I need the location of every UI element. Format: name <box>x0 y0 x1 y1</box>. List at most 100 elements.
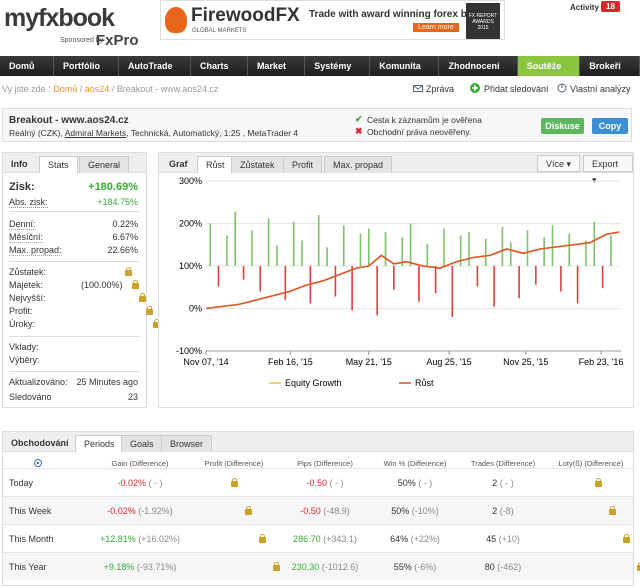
action-link[interactable]: Zpráva <box>426 84 455 94</box>
tab[interactable]: Goals <box>121 435 163 452</box>
nav-item[interactable]: Zhodnocení ▼ <box>439 56 518 91</box>
cell: 55% (-6%) <box>365 562 465 572</box>
sponsor-brand[interactable]: FxPro <box>96 32 139 49</box>
details: Reálný (CZK), <box>9 128 63 138</box>
breadcrumb-link[interactable]: aos24 <box>84 84 110 94</box>
lock-icon <box>637 562 640 571</box>
cell-value: 45 <box>486 534 497 544</box>
nav-item[interactable]: Charts ▼ <box>191 56 248 91</box>
tab[interactable]: Růst <box>197 156 234 173</box>
nav-item[interactable]: Market ▼ <box>248 56 306 91</box>
banner[interactable]: FirewoodFX GLOBAL MARKETS Trade with awa… <box>160 0 505 40</box>
lock-icon <box>623 534 630 543</box>
tab[interactable]: Zůstatek <box>231 156 284 173</box>
logo[interactable]: myfxbook <box>4 4 115 32</box>
bar <box>209 223 211 266</box>
cell-diff: (-462) <box>497 562 522 572</box>
bar <box>251 230 253 266</box>
nav-item[interactable]: Brokeři ▼ <box>580 56 640 91</box>
activity[interactable]: Activity <box>570 3 599 12</box>
cell-diff: (+16.02%) <box>138 534 181 544</box>
lock-icon <box>139 293 146 302</box>
tab[interactable]: Info <box>11 159 28 169</box>
tab[interactable]: General <box>79 156 130 173</box>
info-icon[interactable] <box>34 459 42 467</box>
legend-label: Růst <box>415 378 434 388</box>
cell-diff: ( - ) <box>418 478 433 488</box>
tab-bar: Obchodování Periods Goals Browser <box>3 432 633 452</box>
action-link[interactable]: Přidat sledování <box>484 84 549 94</box>
bar <box>292 221 295 266</box>
discuss-button[interactable]: Diskuse <box>541 118 584 134</box>
nav-item[interactable]: Portfólio ▼ <box>54 56 119 91</box>
cell-diff: (-6%) <box>414 562 437 572</box>
lock-icon <box>146 306 153 315</box>
check-icon: ✔ <box>355 114 363 124</box>
stats-panel: Info Stats General Zisk: +180.69% Abs. zis… <box>2 152 174 408</box>
lock-icon <box>245 506 252 515</box>
bar <box>476 266 479 287</box>
bar <box>393 266 395 290</box>
info-value: 25 Minutes ago <box>76 377 138 387</box>
nav-item[interactable]: AutoTrade ▼ <box>119 56 192 91</box>
bar <box>468 232 470 266</box>
stat-label: Úroky: <box>9 319 36 329</box>
sponsor: Sponsored by <box>60 37 104 44</box>
bar <box>234 211 237 266</box>
tab[interactable]: Stats <box>39 156 78 173</box>
nav-item[interactable]: Systémy ▼ <box>305 56 371 91</box>
bar <box>276 245 278 266</box>
nav-item[interactable]: Domů ▼ <box>0 56 55 91</box>
lock-icon <box>132 280 139 289</box>
cell-diff: (-93.71%) <box>136 562 177 572</box>
dropdown[interactable]: Export ▾ <box>583 155 633 185</box>
details: , Technická, Automatický, 1:25 , MetaTra… <box>126 128 299 138</box>
cell-diff: (-10%) <box>411 506 439 516</box>
tab[interactable]: Graf <box>169 159 188 169</box>
mail-icon <box>413 85 423 92</box>
nav-item[interactable]: Komunita ▼ <box>370 56 440 91</box>
activity-badge[interactable]: 18 <box>601 1 620 12</box>
cell-value: 80 <box>484 562 495 572</box>
tab[interactable]: Max. propad <box>324 156 393 173</box>
cell: 50% (-10%) <box>365 506 465 516</box>
breadcrumb-link[interactable]: Domů <box>53 84 78 94</box>
tab[interactable]: Periods <box>75 435 124 452</box>
banner-cta[interactable]: Learn more <box>413 23 459 32</box>
period: This Week <box>9 506 52 516</box>
broker-link[interactable]: Admiral Markets <box>64 128 127 138</box>
y-tick-label: 100% <box>179 261 202 271</box>
cell: 64% (+22%) <box>365 534 465 544</box>
period: Today <box>9 478 34 488</box>
tab[interactable]: Profit <box>283 156 323 173</box>
action-link[interactable]: Vlastní analýzy <box>570 84 631 94</box>
cell-diff: ( - ) <box>148 478 163 488</box>
info-label: Sledováno <box>9 392 52 402</box>
gain-label: Zisk: <box>9 181 35 193</box>
dropdown[interactable]: Více ▾ <box>537 155 581 172</box>
lock-icon <box>609 506 616 515</box>
dropdown-label: Export <box>592 159 619 169</box>
cell-value: 64% <box>390 534 409 544</box>
y-tick-label: -100% <box>176 346 202 356</box>
banner-award: FX REPORT AWARDS 2015 <box>466 3 500 39</box>
bar <box>409 223 412 266</box>
column-header: Profit (Difference) <box>204 459 264 468</box>
system-box: Breakout - www.aos24.cz Reálný (CZK), Ad… <box>2 108 632 142</box>
tab[interactable]: Browser <box>161 435 213 452</box>
cell: 2 (-8) <box>453 506 553 516</box>
nav-item[interactable]: Soutěže ▼ <box>517 56 581 91</box>
cell-diff: (-1.92%) <box>138 506 173 516</box>
analysis-icon <box>557 83 567 93</box>
gain-value: +180.69% <box>88 181 138 193</box>
copy-button[interactable]: Copy <box>592 118 628 134</box>
period: This Month <box>9 534 54 544</box>
bar <box>242 266 245 280</box>
add-icon <box>470 83 480 93</box>
stat-value: 0.22% <box>112 219 138 229</box>
legend-label: Equity Growth <box>285 378 342 388</box>
bar <box>217 266 220 287</box>
cell: 80 (-462) <box>453 562 553 572</box>
tab-bar: Info Stats General <box>3 153 146 173</box>
tab[interactable]: Obchodování <box>11 438 69 448</box>
